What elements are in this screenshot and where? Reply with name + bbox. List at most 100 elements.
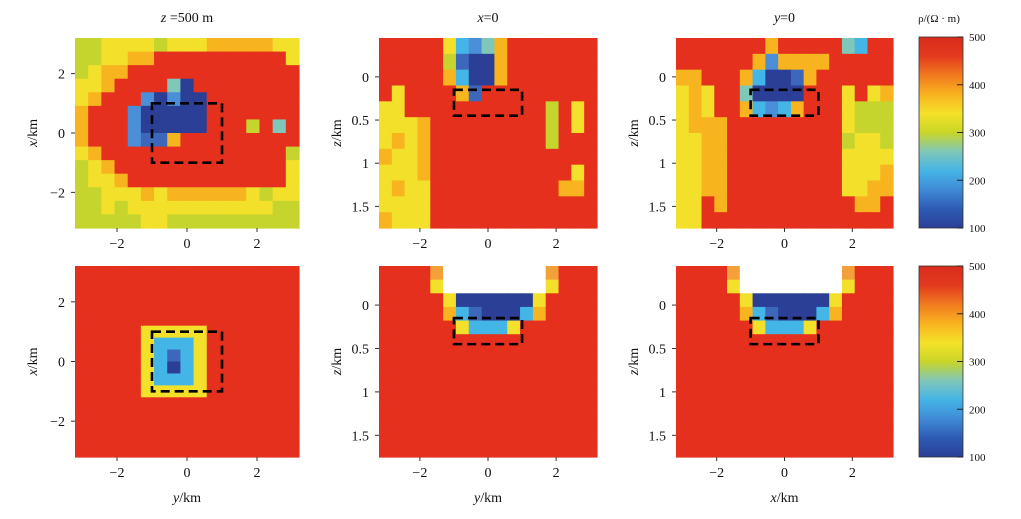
heatmap-cell xyxy=(430,69,444,87)
heatmap-cell xyxy=(507,148,521,166)
heatmap-cell xyxy=(841,266,856,281)
heatmap-cell xyxy=(880,402,894,417)
heatmap-cell xyxy=(180,373,195,386)
heatmap-cell xyxy=(193,433,208,446)
heatmap-cell xyxy=(246,266,261,279)
heatmap-cell xyxy=(558,443,572,458)
heatmap-cell xyxy=(180,349,195,363)
heatmap-cell xyxy=(532,334,547,349)
heatmap-cell xyxy=(829,85,843,102)
heatmap-cell xyxy=(867,306,881,322)
heatmap-cell xyxy=(468,180,483,197)
heatmap-cell xyxy=(404,212,419,229)
heatmap-cell xyxy=(778,53,792,71)
heatmap-cell xyxy=(676,117,690,134)
heatmap-cell xyxy=(765,388,779,404)
heatmap-cell xyxy=(379,148,393,166)
heatmap-cell xyxy=(558,361,572,376)
heatmap-cell xyxy=(752,69,766,87)
heatmap-cell xyxy=(193,78,208,93)
heatmap-cell xyxy=(443,196,457,213)
heatmap-cell xyxy=(854,347,869,363)
heatmap-cell xyxy=(854,101,869,118)
y-axis-label-var: z xyxy=(627,141,642,148)
heatmap-cell xyxy=(167,385,182,398)
heatmap-cell xyxy=(507,164,521,182)
heatmap-cell xyxy=(114,397,129,410)
heatmap-cell xyxy=(571,416,585,431)
heatmap-cell xyxy=(494,361,508,376)
heatmap-cell xyxy=(765,196,779,213)
heatmap-cell xyxy=(765,117,779,134)
heatmap-cell xyxy=(867,279,881,294)
heatmap-cell xyxy=(532,347,547,363)
heatmap-cell xyxy=(584,266,598,281)
heatmap-cell xyxy=(127,289,142,303)
heatmap-cell xyxy=(584,148,598,166)
heatmap-cell xyxy=(867,347,881,363)
heatmap-cell xyxy=(520,279,534,294)
heatmap-cell xyxy=(584,443,598,458)
heatmap-cell xyxy=(404,334,419,349)
heatmap-cell xyxy=(584,164,598,182)
panel-inverted-z500: −2 0 2 2 0 −2 x/km z =500 m xyxy=(26,11,300,252)
heatmap-cell xyxy=(285,146,300,161)
heatmap-cell xyxy=(571,361,585,376)
heatmap-cell xyxy=(88,301,102,315)
heatmap-cell xyxy=(841,101,856,118)
heatmap-cell xyxy=(180,397,195,410)
heatmap-cell xyxy=(140,266,155,279)
heatmap-cell xyxy=(455,212,470,229)
heatmap-cell xyxy=(391,375,406,390)
heatmap-cell xyxy=(507,416,521,431)
heatmap-cell xyxy=(494,164,508,182)
heatmap-cell xyxy=(101,65,116,80)
heatmap-cell xyxy=(127,421,142,434)
heatmap-cell xyxy=(233,160,247,175)
heatmap-cell xyxy=(841,38,856,55)
heatmap-cell xyxy=(167,266,182,279)
heatmap-cell xyxy=(790,443,805,458)
heatmap-cell xyxy=(880,69,894,87)
colorbar-unit-label: ρ/(Ω · m) xyxy=(918,13,960,25)
heatmap-cell xyxy=(246,214,261,229)
heatmap-cell xyxy=(233,325,247,339)
heatmap-cell xyxy=(816,375,830,390)
heatmap-cell xyxy=(571,69,585,87)
heatmap-cell xyxy=(854,429,869,444)
heatmap-cell xyxy=(584,85,598,102)
heatmap-cell xyxy=(272,313,287,327)
heatmap-cell xyxy=(545,53,560,71)
heatmap-cell xyxy=(727,429,741,444)
heatmap-cell xyxy=(233,397,247,410)
heatmap-cell xyxy=(481,334,496,349)
heatmap-cell xyxy=(246,51,261,66)
heatmap-cell xyxy=(101,421,116,434)
heatmap-cell xyxy=(417,347,431,363)
heatmap-cell xyxy=(259,433,274,446)
heatmap-cell xyxy=(558,148,572,166)
heatmap-cell xyxy=(391,388,406,404)
heatmap-cell xyxy=(114,146,129,161)
heatmap-cell xyxy=(727,388,741,404)
heatmap-cell xyxy=(854,306,869,322)
heatmap-cell xyxy=(379,306,393,322)
heatmap-cell xyxy=(481,402,496,417)
heatmap-cell xyxy=(727,101,741,118)
heatmap-cell xyxy=(803,443,818,458)
heatmap-cell xyxy=(880,85,894,102)
heatmap-cell xyxy=(854,320,869,335)
heatmap-cell xyxy=(532,180,547,197)
heatmap-cell xyxy=(765,361,779,376)
target-box xyxy=(749,316,820,346)
heatmap-cell xyxy=(545,69,560,87)
heatmap-cell xyxy=(816,133,830,150)
heatmap-cell xyxy=(688,279,703,294)
y-tick-label: 0 xyxy=(362,299,369,314)
heatmap-cell xyxy=(803,133,818,150)
heatmap-cell xyxy=(206,200,221,216)
heatmap-cell xyxy=(714,117,728,134)
heatmap-cell xyxy=(455,85,470,102)
heatmap-cell xyxy=(841,293,856,308)
heatmap-cell xyxy=(285,119,300,134)
